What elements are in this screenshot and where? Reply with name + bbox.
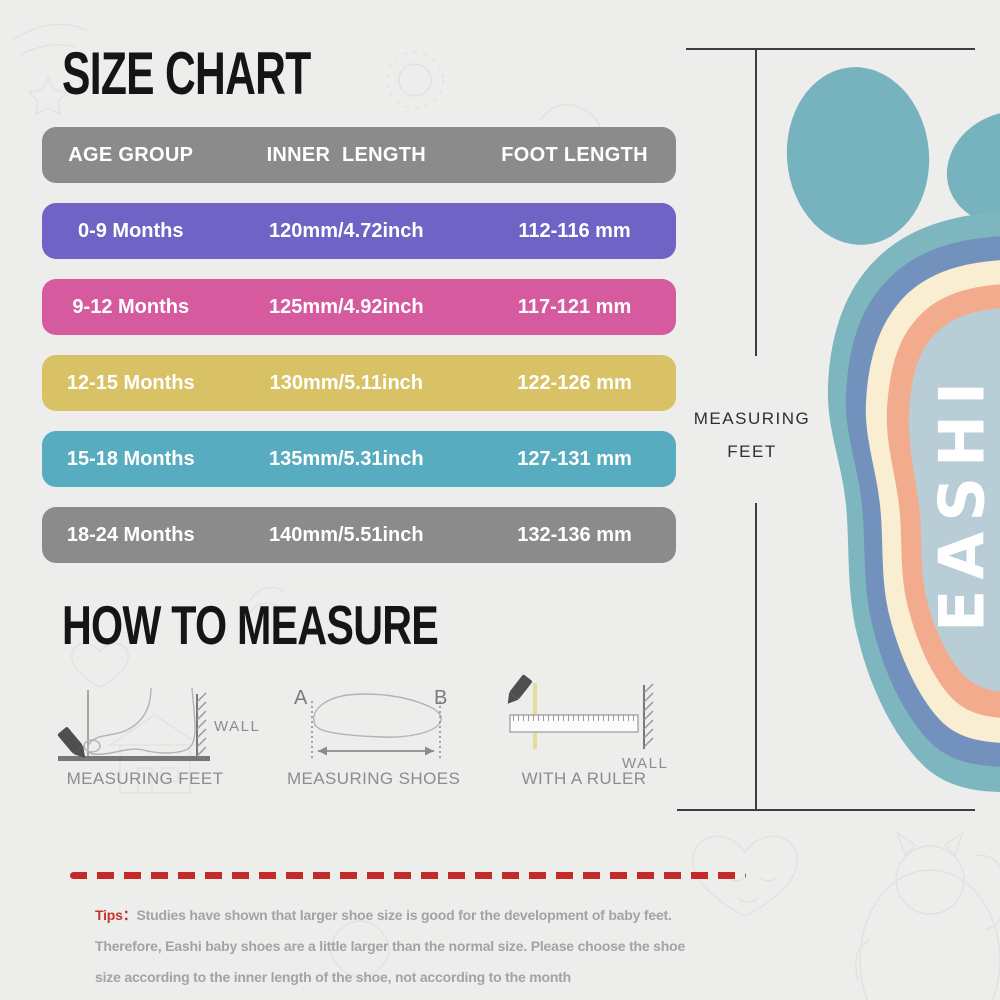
table-row: 0-9 Months 120mm/4.72inch 112-116 mm (42, 203, 676, 259)
column-header-foot: FOOT LENGTH (501, 143, 648, 166)
table-header-row: AGE GROUP INNER LENGTH FOOT LENGTH (42, 127, 676, 183)
ruler-diagram (507, 674, 654, 749)
pencil-icon (57, 727, 86, 759)
cell-age: 9-12 Months (72, 295, 190, 318)
foot-inner (908, 308, 1000, 692)
measure-line-vertical-lower (755, 503, 757, 811)
tips-divider (70, 872, 746, 879)
cell-inner: 140mm/5.51inch (269, 523, 424, 546)
shoe-sole-outline (313, 693, 442, 738)
how-to-measure-heading: HOW TO MEASURE (62, 594, 439, 656)
measuring-shoes-diagram: A B (294, 687, 447, 761)
cell-age: 12-15 Months (66, 371, 195, 394)
cell-inner: 120mm/4.72inch (269, 219, 424, 242)
caption-measuring-feet: MEASURING FEET (66, 769, 224, 788)
side-label-line1: MEASURING (693, 409, 811, 428)
cell-age: 15-18 Months (66, 447, 195, 470)
point-b-label: B (434, 687, 447, 709)
table-row: 12-15 Months 130mm/5.11inch 122-126 mm (42, 355, 676, 411)
tips-line-2: Therefore, Eashi baby shoes are a little… (95, 938, 686, 954)
cell-foot: 122-126 mm (517, 371, 632, 394)
cell-age: 18-24 Months (66, 523, 195, 546)
wall-hatching (643, 683, 654, 748)
wall-hatching (196, 692, 207, 757)
cell-foot: 127-131 mm (517, 447, 632, 470)
measure-line-top (686, 48, 975, 50)
tips-text-1: Studies have shown that larger shoe size… (136, 907, 672, 923)
tips-line-3: size according to the inner length of th… (95, 969, 571, 985)
tips-label: Tips： (95, 907, 137, 923)
cell-foot: 112-116 mm (518, 219, 631, 242)
measuring-feet-side-label: MEASURING FEET (652, 402, 852, 468)
table-row: 15-18 Months 135mm/5.31inch 127-131 mm (42, 431, 676, 487)
cell-age: 0-9 Months (77, 219, 184, 242)
measure-line-bottom (677, 809, 975, 811)
cell-foot: 132-136 mm (517, 523, 632, 546)
measuring-feet-diagram (57, 687, 210, 761)
wall-label-ruler: WALL (622, 755, 669, 772)
column-header-age: AGE GROUP (68, 143, 194, 166)
cell-foot: 117-121 mm (517, 295, 632, 318)
caption-measuring-shoes: MEASURING SHOES (287, 769, 461, 788)
second-toe (946, 110, 1000, 226)
cell-inner: 125mm/4.92inch (269, 295, 424, 318)
table-row: 9-12 Months 125mm/4.92inch 117-121 mm (42, 279, 676, 335)
pencil-icon (507, 674, 532, 704)
page-title: SIZE CHART (62, 40, 311, 107)
table-row: 18-24 Months 140mm/5.51inch 132-136 mm (42, 507, 676, 563)
side-label-line2: FEET (727, 442, 777, 461)
big-toe (786, 67, 930, 245)
tips-paragraph: Tips：Studies have shown that larger shoe… (95, 900, 735, 993)
foot-outline (87, 687, 196, 755)
cell-inner: 130mm/5.11inch (269, 371, 424, 394)
caption-with-a-ruler: WITH A RULER (521, 769, 647, 788)
brand-logo-text: EASHI (926, 372, 999, 632)
point-a-label: A (294, 687, 308, 709)
measure-line-vertical-upper (755, 48, 757, 356)
cell-inner: 135mm/5.31inch (269, 447, 424, 470)
column-header-inner: INNER LENGTH (266, 143, 427, 166)
tips-line-1: Tips：Studies have shown that larger shoe… (95, 900, 735, 931)
size-table: AGE GROUP INNER LENGTH FOOT LENGTH 0-9 M… (42, 127, 676, 563)
wall-label-feet: WALL (214, 718, 261, 735)
